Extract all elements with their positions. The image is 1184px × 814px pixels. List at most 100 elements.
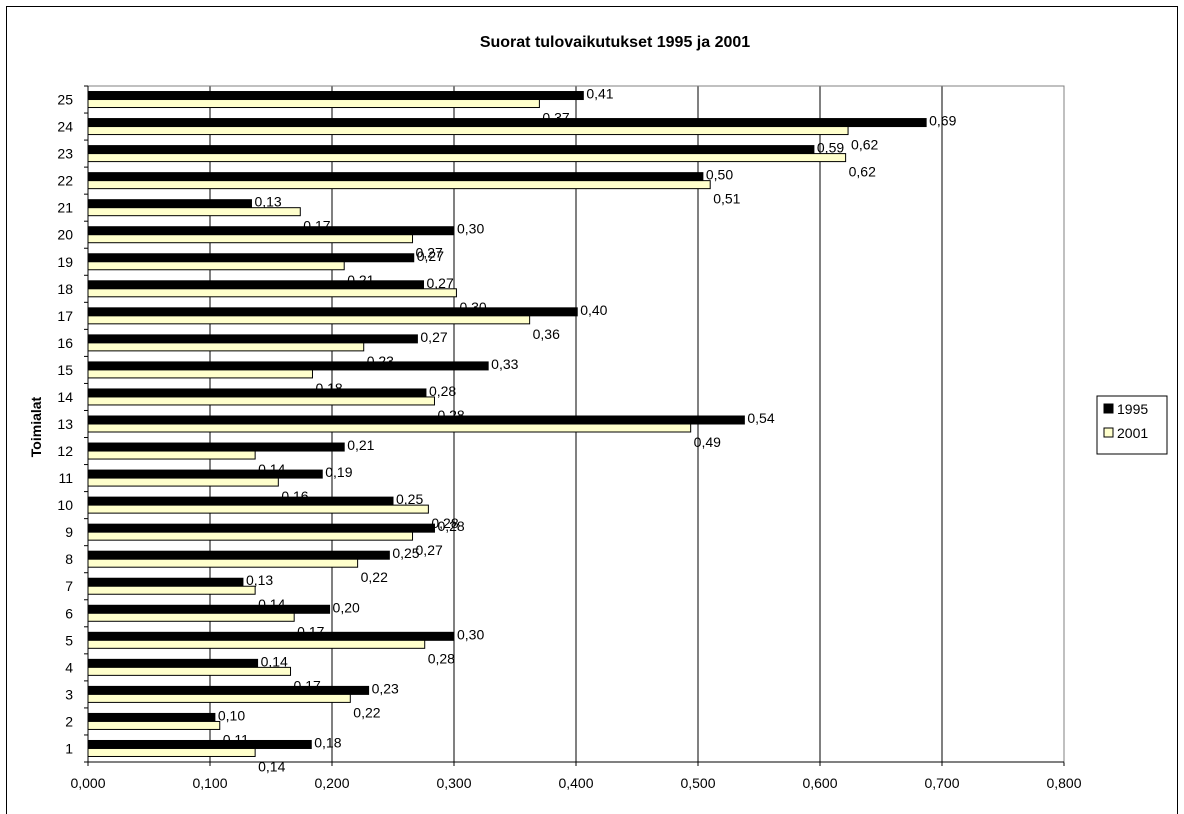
legend-swatch-1995 bbox=[1103, 403, 1114, 414]
y-tick-label: 7 bbox=[65, 578, 73, 594]
y-tick-label: 9 bbox=[65, 524, 73, 540]
data-label-2001: 0,37 bbox=[542, 110, 569, 126]
data-label-1995: 0,18 bbox=[314, 734, 341, 750]
data-label-1995: 0,27 bbox=[427, 275, 454, 291]
y-tick-label: 22 bbox=[57, 173, 73, 189]
bar-2001 bbox=[87, 558, 359, 568]
bar-1995 bbox=[87, 739, 312, 749]
x-tick-label: 0,100 bbox=[192, 775, 227, 791]
y-tick-label: 5 bbox=[65, 632, 73, 648]
bar-1995 bbox=[87, 91, 584, 101]
data-label-2001: 0,23 bbox=[367, 353, 394, 369]
x-tick-label: 0,000 bbox=[70, 775, 105, 791]
data-label-2001: 0,14 bbox=[258, 758, 285, 774]
x-tick-label: 0,700 bbox=[924, 775, 959, 791]
data-label-1995: 0,27 bbox=[417, 248, 444, 264]
data-label-1995: 0,40 bbox=[580, 302, 607, 318]
legend-label-1995: 1995 bbox=[1117, 401, 1148, 417]
bar-1995 bbox=[87, 415, 745, 425]
bar-2001 bbox=[87, 126, 849, 136]
y-tick-label: 21 bbox=[57, 200, 73, 216]
bar-1995 bbox=[87, 469, 323, 479]
data-label-1995: 0,25 bbox=[396, 491, 423, 507]
bar-1995 bbox=[87, 523, 435, 533]
data-label-2001: 0,21 bbox=[347, 272, 374, 288]
y-tick-label: 8 bbox=[65, 551, 73, 567]
bar-2001 bbox=[87, 288, 457, 298]
bar-2001 bbox=[87, 315, 531, 325]
bar-1995 bbox=[87, 253, 415, 263]
bar-1995 bbox=[87, 199, 252, 209]
data-label-2001: 0,22 bbox=[353, 704, 380, 720]
data-label-2001: 0,62 bbox=[851, 137, 878, 153]
data-label-1995: 0,28 bbox=[437, 518, 464, 534]
data-label-2001: 0,16 bbox=[281, 488, 308, 504]
data-label-1995: 0,10 bbox=[218, 707, 245, 723]
x-tick-label: 0,200 bbox=[314, 775, 349, 791]
data-label-1995: 0,20 bbox=[333, 599, 360, 615]
data-label-2001: 0,62 bbox=[849, 164, 876, 180]
y-tick-label: 11 bbox=[58, 470, 73, 486]
data-label-1995: 0,30 bbox=[457, 626, 484, 642]
bar-2001 bbox=[87, 747, 256, 757]
bar-1995 bbox=[87, 577, 244, 587]
bar-1995 bbox=[87, 496, 394, 506]
data-label-1995: 0,69 bbox=[929, 113, 956, 129]
data-label-1995: 0,13 bbox=[254, 194, 281, 210]
data-label-2001: 0,22 bbox=[361, 569, 388, 585]
data-label-2001: 0,14 bbox=[258, 461, 285, 477]
data-label-2001: 0,28 bbox=[431, 515, 458, 531]
legend: 1995 2001 bbox=[1096, 395, 1168, 455]
y-tick-label: 17 bbox=[57, 308, 73, 324]
bar-1995 bbox=[87, 226, 455, 236]
data-label-1995: 0,33 bbox=[491, 356, 518, 372]
bar-2001 bbox=[87, 99, 540, 109]
data-label-1995: 0,54 bbox=[747, 410, 774, 426]
data-label-1995: 0,27 bbox=[420, 329, 447, 345]
bar-2001 bbox=[87, 693, 351, 703]
y-tick-label: 2 bbox=[65, 713, 73, 729]
bar-2001 bbox=[87, 585, 256, 595]
data-label-2001: 0,27 bbox=[416, 245, 443, 261]
data-label-2001: 0,27 bbox=[416, 542, 443, 558]
data-label-2001: 0,36 bbox=[533, 326, 560, 342]
plot-area: 0,000 0,100 0,200 0,300 0,400 0,500 0,600 0,700… bbox=[57, 85, 1082, 791]
data-label-1995: 0,14 bbox=[261, 653, 288, 669]
bar-2001 bbox=[87, 153, 847, 163]
y-tick-label: 3 bbox=[65, 686, 73, 702]
y-tick-label: 14 bbox=[57, 389, 73, 405]
y-tick-label: 1 bbox=[65, 740, 73, 756]
bar-2001 bbox=[87, 612, 295, 622]
y-tick-label: 10 bbox=[57, 497, 73, 513]
legend-label-2001: 2001 bbox=[1117, 425, 1148, 441]
y-tick-label: 16 bbox=[57, 335, 73, 351]
bar-2001 bbox=[87, 639, 426, 649]
data-label-2001: 0,17 bbox=[294, 677, 321, 693]
bar-1995 bbox=[87, 442, 345, 452]
y-tick-label: 4 bbox=[65, 659, 73, 675]
bar-1995 bbox=[87, 361, 489, 371]
bar-1995 bbox=[87, 658, 259, 668]
y-tick-label: 15 bbox=[57, 362, 73, 378]
y-tick-label: 12 bbox=[57, 443, 73, 459]
data-label-2001: 0,30 bbox=[459, 299, 486, 315]
bar-1995 bbox=[87, 604, 331, 614]
bar-1995 bbox=[87, 334, 418, 344]
y-tick-label: 13 bbox=[57, 416, 73, 432]
bar-2001 bbox=[87, 720, 221, 730]
data-label-1995: 0,28 bbox=[429, 383, 456, 399]
data-label-2001: 0,14 bbox=[258, 596, 285, 612]
chart-title: Suorat tulovaikutukset 1995 ja 2001 bbox=[480, 34, 750, 51]
data-label-1995: 0,59 bbox=[817, 140, 844, 156]
y-tick-label: 24 bbox=[57, 119, 73, 135]
bar-2001 bbox=[87, 396, 435, 406]
x-tick-label: 0,600 bbox=[802, 775, 837, 791]
x-tick-label: 0,400 bbox=[558, 775, 593, 791]
y-tick-label: 20 bbox=[57, 227, 73, 243]
bar-2001 bbox=[87, 369, 313, 379]
bar-1995 bbox=[87, 388, 427, 398]
bar-2001 bbox=[87, 477, 279, 487]
bar-2001 bbox=[87, 207, 301, 217]
data-label-1995: 0,13 bbox=[246, 572, 273, 588]
y-tick-label: 19 bbox=[57, 254, 73, 270]
